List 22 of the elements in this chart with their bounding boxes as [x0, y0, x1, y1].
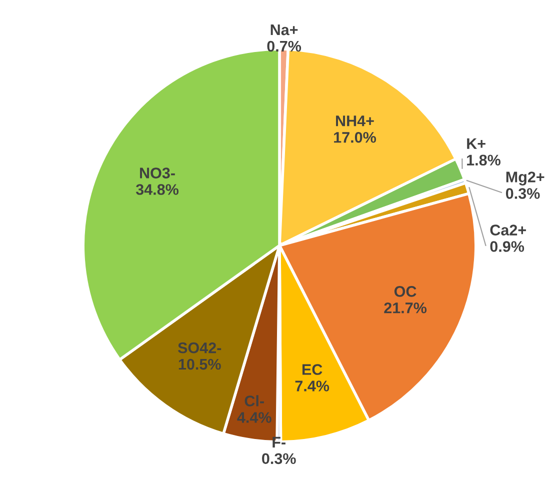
slice-label: NH4+ [336, 116, 374, 126]
slice-label: OC [394, 286, 416, 297]
data-label: 34.8% [136, 184, 179, 195]
slice-label: Ca2+ [490, 224, 526, 236]
data-label: 21.7% [384, 302, 427, 314]
data-label: 7.4% [295, 380, 330, 392]
slice-label: Mg2+ [506, 172, 544, 186]
slice-label: EC [302, 364, 322, 375]
data-label: 17.0% [334, 132, 376, 143]
data-label: 1.8% [467, 154, 500, 166]
data-label: 4.4% [237, 412, 272, 423]
data-label: 0.3% [262, 453, 296, 464]
slice-label: K+ [467, 138, 486, 149]
data-label: 10.5% [178, 358, 221, 370]
slice-label: F- [272, 436, 286, 448]
slice-label: NO3- [140, 168, 175, 178]
data-label: 0.9% [490, 241, 524, 252]
slice-label: SO42- [178, 342, 222, 354]
data-label: 0.3% [506, 188, 540, 199]
slice-label: Na+ [270, 24, 298, 36]
slice-label: Cl- [244, 395, 264, 406]
data-label: 0.7% [267, 40, 302, 52]
